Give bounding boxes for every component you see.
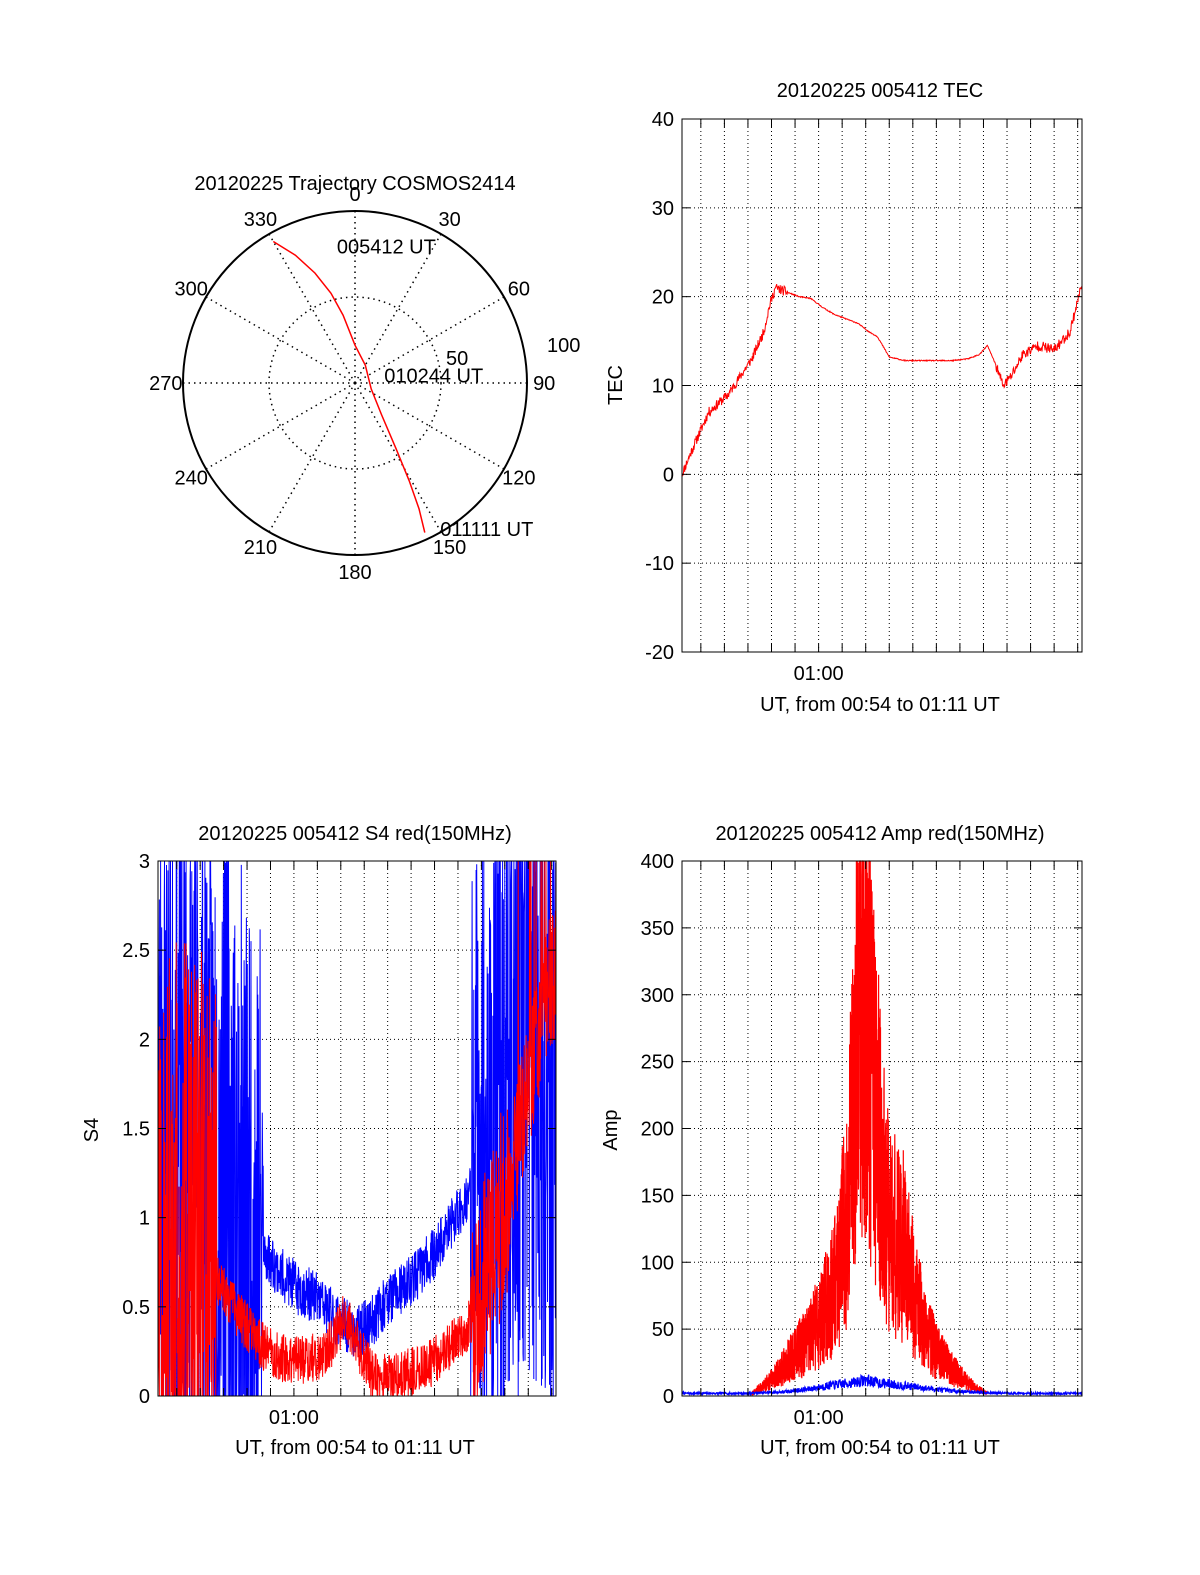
polar-angle-label: 300 xyxy=(174,278,207,300)
tec-plot: 20120225 005412 TEC TEC UT, from 00:54 t… xyxy=(605,80,1083,716)
polar-spoke xyxy=(354,233,442,384)
s4-ylabel: S4 xyxy=(81,1118,103,1142)
y-tick-label: 30 xyxy=(652,198,674,220)
series-group xyxy=(681,860,1083,1397)
trajectory-time-annotation: 011111 UT xyxy=(440,519,533,541)
y-tick-label: 2 xyxy=(139,1029,150,1051)
polar-angle-label: 210 xyxy=(244,537,277,559)
series-red-line xyxy=(681,284,1083,478)
y-tick-label: 1 xyxy=(139,1208,150,1230)
tec-xlabel: UT, from 00:54 to 01:11 UT xyxy=(760,694,1000,716)
polar-angle-label: 180 xyxy=(338,562,371,584)
polar-angle-label: 30 xyxy=(438,209,460,231)
y-tick-label: 100 xyxy=(641,1252,674,1274)
series-group xyxy=(157,860,557,1397)
polar-angle-label: 240 xyxy=(174,468,207,490)
polar-inner-circle xyxy=(268,296,442,470)
trajectory-line xyxy=(272,240,426,533)
trajectory-time-annotation: 005412 UT xyxy=(337,237,436,259)
s4-xlabel: UT, from 00:54 to 01:11 UT xyxy=(235,1437,475,1459)
y-tick-label: 50 xyxy=(652,1319,674,1341)
polar-spoke xyxy=(268,382,356,533)
polar-grid xyxy=(182,210,528,556)
x-tick-label: 01:00 xyxy=(794,663,844,685)
y-tick-label: 0 xyxy=(663,464,674,486)
amp-xlabel: UT, from 00:54 to 01:11 UT xyxy=(760,1437,1000,1459)
polar-angle-label: 150 xyxy=(433,537,466,559)
polar-annotations: 005412 UT 010244 UT 011111 UT xyxy=(337,237,533,541)
series-red-line xyxy=(751,860,988,1396)
series-red-line xyxy=(157,860,557,1397)
polar-angle-label: 60 xyxy=(508,278,530,300)
series-blue-line xyxy=(157,860,557,1397)
tec-title: 20120225 005412 TEC xyxy=(777,80,983,102)
ticks: 0 50 100 150 200 250 300 350 400 01:00 xyxy=(641,851,1082,1429)
polar-spoke xyxy=(354,296,505,384)
tec-ylabel: TEC xyxy=(605,365,627,405)
amp-plot: 20120225 005412 Amp red(150MHz) Amp UT, … xyxy=(600,823,1083,1459)
y-tick-label: 200 xyxy=(641,1119,674,1141)
y-tick-label: 3 xyxy=(139,851,150,873)
amp-title: 20120225 005412 Amp red(150MHz) xyxy=(715,823,1044,845)
polar-outer-radial-label: 100 xyxy=(547,335,580,357)
y-tick-label: 250 xyxy=(641,1052,674,1074)
polar-spoke xyxy=(205,296,356,384)
polar-angle-label: 0 xyxy=(349,184,360,206)
y-tick-label: 300 xyxy=(641,985,674,1007)
trajectory-time-annotation: 010244 UT xyxy=(384,365,483,387)
polar-series xyxy=(272,240,426,533)
y-tick-label: 0 xyxy=(663,1386,674,1408)
polar-angle-label: 270 xyxy=(149,373,182,395)
ticks: 0 0.5 1 1.5 2 2.5 3 01:00 xyxy=(122,851,556,1429)
y-tick-label: 150 xyxy=(641,1185,674,1207)
y-tick-label: -10 xyxy=(645,553,674,575)
y-tick-label: 10 xyxy=(652,376,674,398)
trajectory-polar-plot: 20120225 Trajectory COSMOS2414 0 30 60 90 12… xyxy=(149,173,580,584)
y-tick-label: 400 xyxy=(641,851,674,873)
x-tick-label: 01:00 xyxy=(794,1407,844,1429)
y-tick-label: 0.5 xyxy=(122,1297,150,1319)
y-tick-label: 2.5 xyxy=(122,940,150,962)
series-group xyxy=(681,284,1083,478)
x-tick-label: 01:00 xyxy=(269,1407,319,1429)
polar-angle-label: 120 xyxy=(502,468,535,490)
polar-radial-label: 50 xyxy=(446,348,468,370)
y-tick-label: 20 xyxy=(652,287,674,309)
polar-spoke xyxy=(205,382,356,470)
grid xyxy=(682,119,1082,652)
y-tick-label: 0 xyxy=(139,1386,150,1408)
series-blue-line xyxy=(681,1373,1083,1397)
y-tick-label: -20 xyxy=(645,642,674,664)
polar-angle-label: 330 xyxy=(244,209,277,231)
s4-plot: 20120225 005412 S4 red(150MHz) S4 UT, fr… xyxy=(81,823,557,1459)
amp-ylabel: Amp xyxy=(600,1109,622,1150)
y-tick-label: 40 xyxy=(652,109,674,131)
y-tick-label: 1.5 xyxy=(122,1119,150,1141)
polar-angle-labels: 0 30 60 90 120 150 180 210 240 270 300 330 50 100 xyxy=(149,184,580,584)
s4-title: 20120225 005412 S4 red(150MHz) xyxy=(198,823,512,845)
y-tick-label: 350 xyxy=(641,918,674,940)
ticks: -20 -10 0 10 20 30 40 01:00 xyxy=(645,109,1082,685)
polar-spoke xyxy=(354,382,505,470)
trajectory-title: 20120225 Trajectory COSMOS2414 xyxy=(194,173,515,195)
polar-angle-label: 90 xyxy=(533,373,555,395)
polar-spoke xyxy=(354,382,442,533)
polar-spoke xyxy=(268,233,356,384)
